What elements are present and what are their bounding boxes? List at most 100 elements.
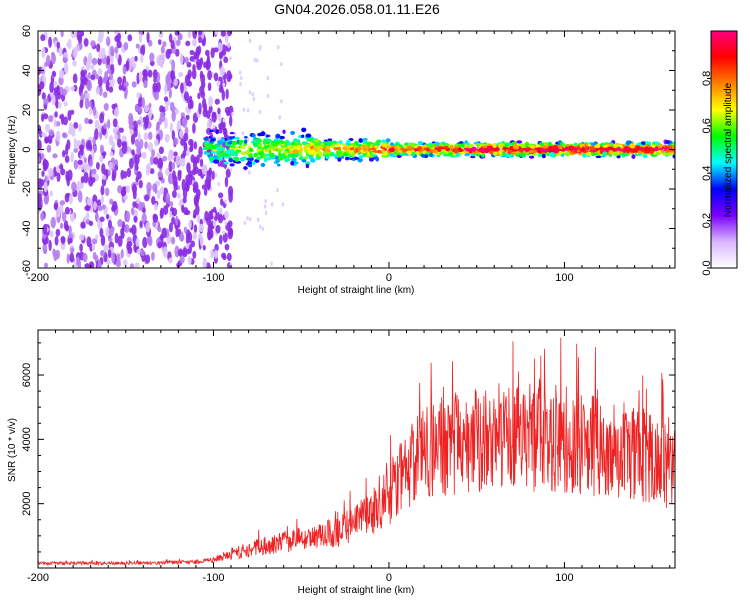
spectrogram-cell: [350, 153, 356, 157]
spectrogram-cell: [90, 74, 96, 80]
spectrogram-cell: [94, 128, 99, 141]
spectrogram-cell: [218, 86, 224, 93]
spectrogram-cell: [573, 147, 578, 151]
spectrogram-cell: [64, 155, 70, 163]
spectrogram-cell: [248, 154, 253, 159]
spectrogram-cell: [88, 220, 94, 227]
spectrogram-cell: [168, 87, 173, 99]
spectrogram-cell: [497, 143, 504, 149]
spectrogram-cell: [475, 153, 481, 157]
spectrogram-cell: [58, 46, 63, 57]
spectrogram-cell: [84, 263, 90, 268]
spectrogram-cell: [152, 214, 159, 223]
spectrogram-cell: [129, 115, 134, 125]
spectrogram-cell: [45, 123, 51, 133]
spectrogram-cell: [158, 146, 164, 155]
spectrogram-cell: [270, 202, 274, 207]
spectrogram-cell: [145, 163, 150, 176]
spectrogram-cell: [644, 141, 651, 145]
spectrogram-cell: [576, 150, 581, 153]
spectrogram-cell: [213, 159, 220, 164]
spectrogram-cell: [342, 146, 347, 151]
spectrogram-cell: [211, 72, 215, 78]
spectrogram-cell: [226, 42, 231, 48]
spectrogram-cell: [417, 141, 423, 146]
spectrogram-cell: [128, 62, 132, 71]
spectrogram-cell: [126, 241, 133, 247]
spectrogram-cell: [77, 159, 83, 165]
spectrogram-cell: [59, 69, 65, 79]
spectrogram-cell: [183, 226, 188, 234]
spectrogram-x-tick-label: -200: [27, 272, 49, 284]
spectrogram-cell: [88, 261, 95, 268]
spectrogram-cell: [255, 58, 259, 63]
spectrogram-cell: [162, 246, 168, 258]
spectrogram-cell: [159, 207, 164, 219]
spectrogram-cell: [235, 149, 242, 153]
spectrogram-cell: [186, 162, 191, 174]
spectrogram-cell: [70, 247, 75, 253]
spectrogram-cell: [130, 133, 136, 145]
spectrogram-cell: [198, 223, 205, 233]
spectrogram-cell: [541, 153, 546, 159]
spectrogram-cell: [649, 149, 654, 155]
spectrogram-cell: [230, 145, 235, 149]
spectrogram-cell: [105, 187, 110, 197]
spectrogram-cell: [158, 31, 164, 38]
spectrogram-cell: [224, 199, 227, 204]
spectrogram-cell: [214, 215, 218, 222]
spectrogram-cell: [207, 69, 212, 81]
spectrogram-cell: [562, 143, 566, 149]
spectrogram-cell: [164, 83, 168, 95]
spectrogram-cell: [641, 141, 646, 145]
spectrogram-cell: [279, 135, 285, 140]
spectrogram-cell: [225, 88, 229, 100]
spectrogram-cell: [222, 120, 226, 132]
spectrogram-cell: [158, 39, 162, 46]
spectrogram-cell: [327, 138, 333, 141]
spectrogram-cell: [290, 142, 295, 146]
spectrogram-cell: [607, 146, 613, 150]
spectrogram-cell: [44, 136, 50, 144]
spectrogram-cell: [336, 146, 342, 151]
spectrogram-cell: [159, 105, 164, 113]
spectrogram-cell: [318, 151, 323, 157]
spectrogram-cell: [258, 224, 262, 230]
spectrogram-cell: [251, 92, 255, 97]
spectrogram-cell: [114, 46, 119, 54]
spectrogram-cell: [238, 70, 242, 75]
spectrogram-cell: [161, 227, 168, 239]
spectrogram-cell: [123, 81, 129, 88]
spectrogram-cell: [85, 141, 91, 150]
spectrogram-cell: [49, 81, 54, 93]
spectrogram-cell: [540, 147, 544, 152]
spectrogram-cell: [395, 145, 401, 151]
spectrogram-cell: [136, 171, 142, 180]
spectrogram-cell: [108, 86, 114, 93]
spectrogram-cell: [137, 132, 141, 143]
spectrogram-cell: [665, 140, 671, 144]
spectrogram-cell: [518, 149, 523, 153]
spectrogram-cell: [123, 170, 128, 179]
spectrogram-cell: [134, 138, 140, 148]
spectrogram-cell: [40, 212, 45, 221]
spectrogram-cell: [100, 185, 105, 196]
spectrogram-cell: [146, 182, 152, 193]
spectrogram-cell: [80, 221, 86, 229]
spectrogram-cell: [160, 52, 166, 63]
spectrogram-cell: [92, 106, 97, 116]
spectrogram-cell: [301, 127, 307, 133]
spectrogram-cell: [171, 129, 176, 141]
spectrogram-cell: [179, 128, 184, 139]
spectrogram-cell: [162, 155, 168, 162]
spectrogram-cell: [229, 163, 235, 167]
spectrogram-cell: [263, 204, 267, 209]
spectrogram-cell: [48, 129, 55, 136]
spectrogram-cell: [91, 57, 98, 66]
spectrogram-cell: [101, 174, 107, 181]
spectrogram-cell: [148, 142, 154, 152]
spectrogram-cell: [95, 234, 99, 240]
spectrogram-cell: [139, 220, 143, 228]
spectrogram-cell: [59, 222, 64, 229]
